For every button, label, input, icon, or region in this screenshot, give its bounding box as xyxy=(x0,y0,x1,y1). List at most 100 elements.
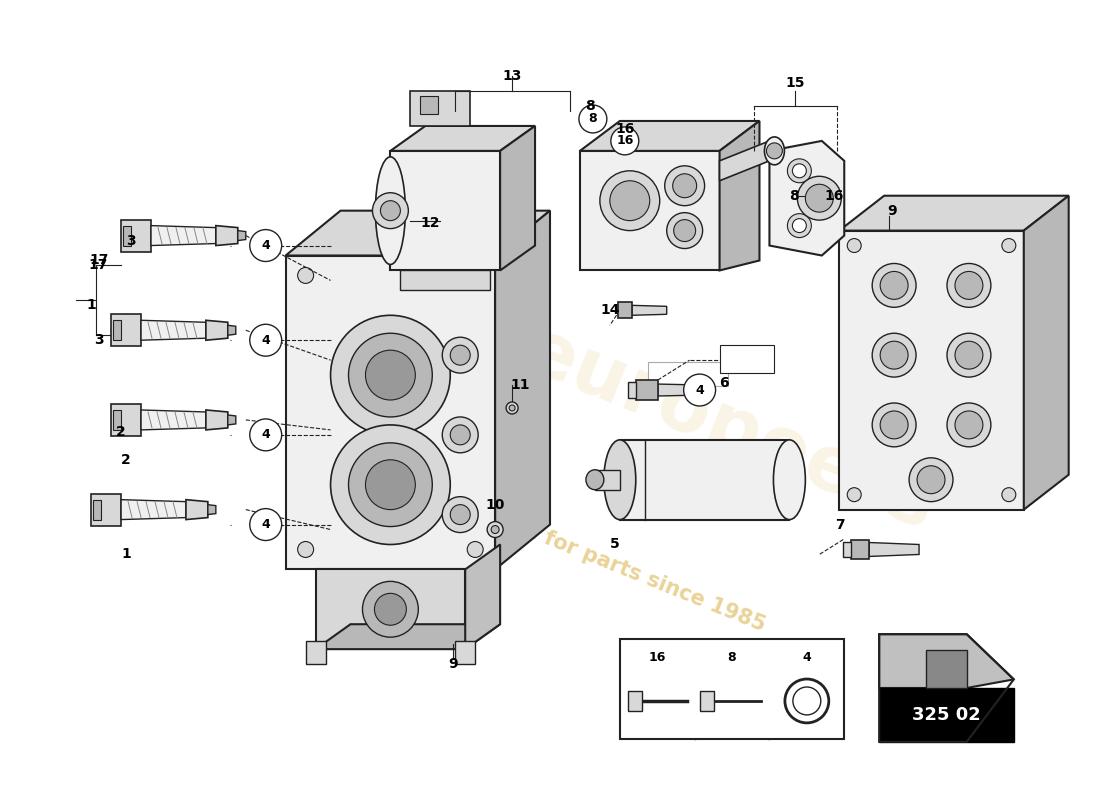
Circle shape xyxy=(947,263,991,307)
Circle shape xyxy=(250,419,282,451)
Polygon shape xyxy=(455,641,475,664)
Polygon shape xyxy=(851,539,869,559)
Polygon shape xyxy=(628,382,636,398)
Polygon shape xyxy=(465,545,501,649)
Polygon shape xyxy=(228,326,235,335)
Text: 3: 3 xyxy=(126,234,136,247)
Text: 14: 14 xyxy=(601,303,619,318)
Polygon shape xyxy=(500,126,535,270)
Circle shape xyxy=(374,594,406,626)
Polygon shape xyxy=(208,505,216,514)
Text: 9: 9 xyxy=(888,204,896,218)
Bar xyxy=(410,91,470,126)
Ellipse shape xyxy=(773,440,805,519)
Circle shape xyxy=(847,238,861,253)
Circle shape xyxy=(1002,488,1015,502)
Text: 3: 3 xyxy=(95,334,104,347)
Ellipse shape xyxy=(604,440,636,519)
Bar xyxy=(111,314,141,346)
Polygon shape xyxy=(595,470,619,490)
Circle shape xyxy=(450,505,470,525)
Polygon shape xyxy=(658,384,703,396)
Circle shape xyxy=(1002,238,1015,253)
Polygon shape xyxy=(495,210,550,570)
Circle shape xyxy=(331,315,450,435)
Polygon shape xyxy=(316,624,500,649)
Text: 12: 12 xyxy=(421,216,440,230)
Circle shape xyxy=(664,166,705,206)
Circle shape xyxy=(450,345,470,365)
Circle shape xyxy=(673,174,696,198)
Circle shape xyxy=(684,374,716,406)
Circle shape xyxy=(250,230,282,262)
Polygon shape xyxy=(390,151,501,270)
Bar xyxy=(113,320,121,340)
Text: 4: 4 xyxy=(262,239,271,252)
Circle shape xyxy=(955,271,983,299)
Bar xyxy=(700,691,714,711)
Polygon shape xyxy=(400,270,491,290)
Text: 4: 4 xyxy=(695,383,704,397)
Polygon shape xyxy=(238,230,245,241)
Text: 4: 4 xyxy=(803,650,811,664)
Circle shape xyxy=(298,267,314,283)
Circle shape xyxy=(872,263,916,307)
Circle shape xyxy=(331,425,450,545)
Circle shape xyxy=(298,542,314,558)
Polygon shape xyxy=(636,380,658,400)
Text: 4: 4 xyxy=(262,334,271,346)
Bar xyxy=(121,220,151,251)
Bar xyxy=(123,226,131,246)
Polygon shape xyxy=(580,121,759,151)
Polygon shape xyxy=(769,141,845,255)
Text: europeers: europeers xyxy=(513,314,946,546)
Circle shape xyxy=(349,443,432,526)
Text: 325 02: 325 02 xyxy=(912,706,981,724)
Circle shape xyxy=(365,460,416,510)
Circle shape xyxy=(506,402,518,414)
Circle shape xyxy=(872,403,916,447)
Circle shape xyxy=(909,458,953,502)
Polygon shape xyxy=(306,641,326,664)
Polygon shape xyxy=(286,210,550,255)
Circle shape xyxy=(955,411,983,439)
Polygon shape xyxy=(719,121,759,270)
Circle shape xyxy=(947,334,991,377)
Circle shape xyxy=(468,267,483,283)
Bar xyxy=(648,362,727,386)
Text: 4: 4 xyxy=(262,518,271,531)
Circle shape xyxy=(491,526,499,534)
Text: 16: 16 xyxy=(649,650,666,664)
Circle shape xyxy=(947,403,991,447)
Circle shape xyxy=(673,220,695,242)
Polygon shape xyxy=(879,634,1014,688)
Polygon shape xyxy=(869,542,920,557)
Circle shape xyxy=(880,271,909,299)
Text: 1: 1 xyxy=(121,547,131,562)
Text: 2: 2 xyxy=(121,453,131,466)
Circle shape xyxy=(442,497,478,533)
Circle shape xyxy=(363,582,418,637)
Circle shape xyxy=(349,334,432,417)
Polygon shape xyxy=(151,226,216,246)
Polygon shape xyxy=(839,196,1069,230)
Circle shape xyxy=(917,466,945,494)
Text: 16: 16 xyxy=(824,189,844,202)
Polygon shape xyxy=(580,151,719,270)
Bar xyxy=(420,96,438,114)
Text: 2: 2 xyxy=(117,425,126,439)
Circle shape xyxy=(792,164,806,178)
Text: 16: 16 xyxy=(616,134,634,147)
Polygon shape xyxy=(844,542,851,558)
Bar xyxy=(719,345,774,373)
Circle shape xyxy=(487,522,503,538)
Text: 9: 9 xyxy=(449,657,458,671)
Polygon shape xyxy=(1024,196,1069,510)
Circle shape xyxy=(442,338,478,373)
Text: 17: 17 xyxy=(88,258,108,273)
Circle shape xyxy=(450,425,470,445)
Circle shape xyxy=(792,218,806,233)
Bar xyxy=(619,639,845,739)
Polygon shape xyxy=(121,500,186,519)
Text: 8: 8 xyxy=(728,650,736,664)
